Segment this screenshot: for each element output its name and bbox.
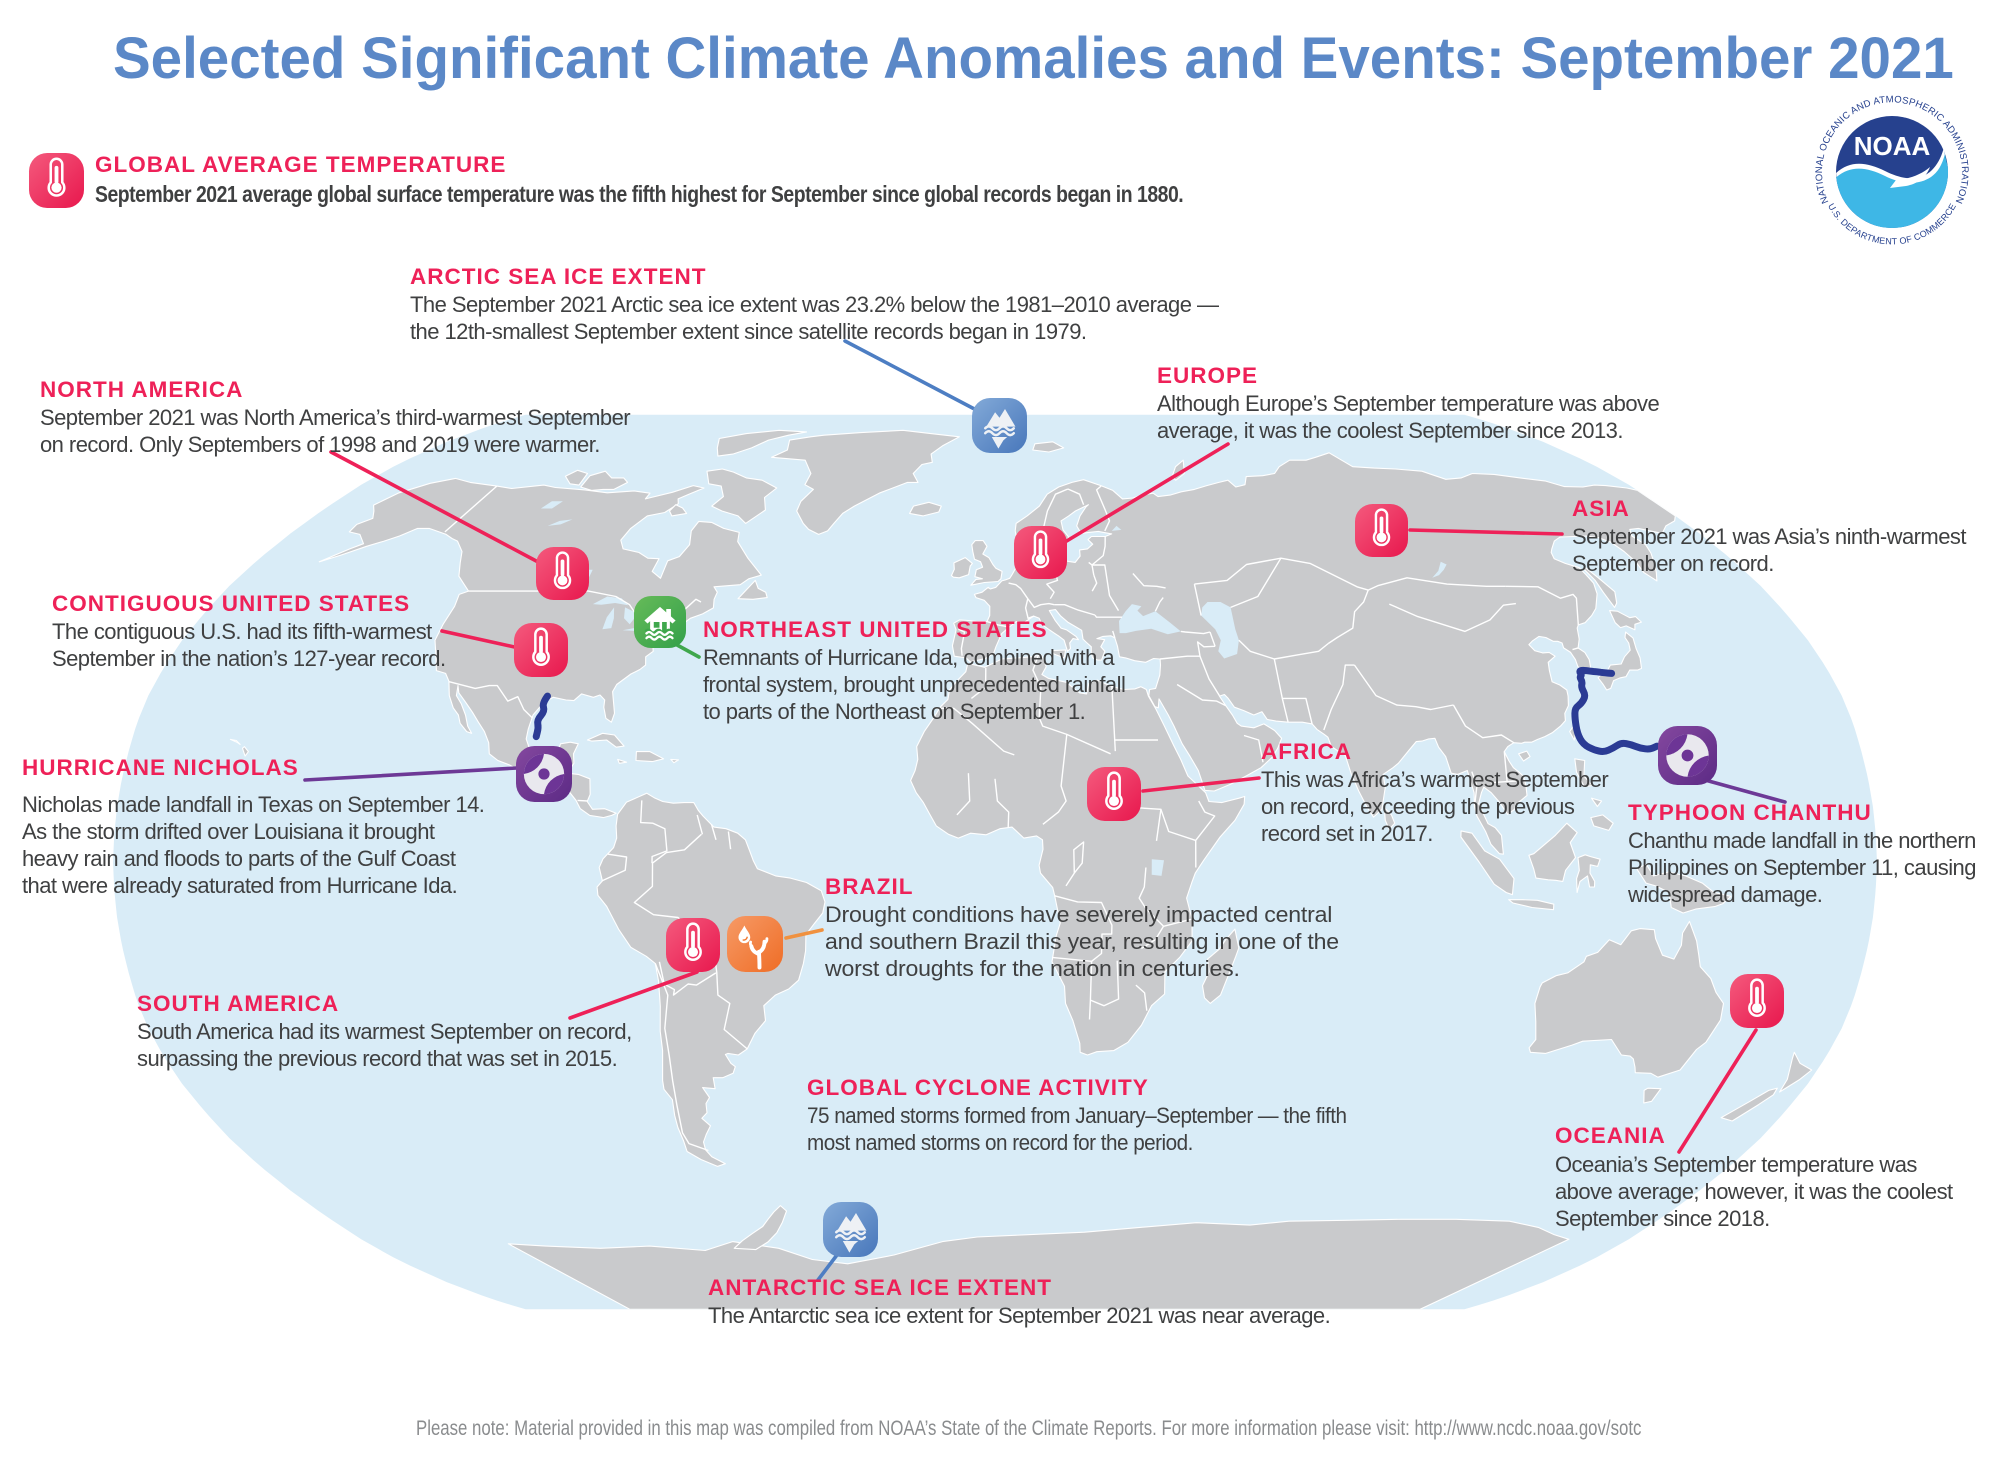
svg-text:NOAA: NOAA	[1854, 131, 1931, 161]
